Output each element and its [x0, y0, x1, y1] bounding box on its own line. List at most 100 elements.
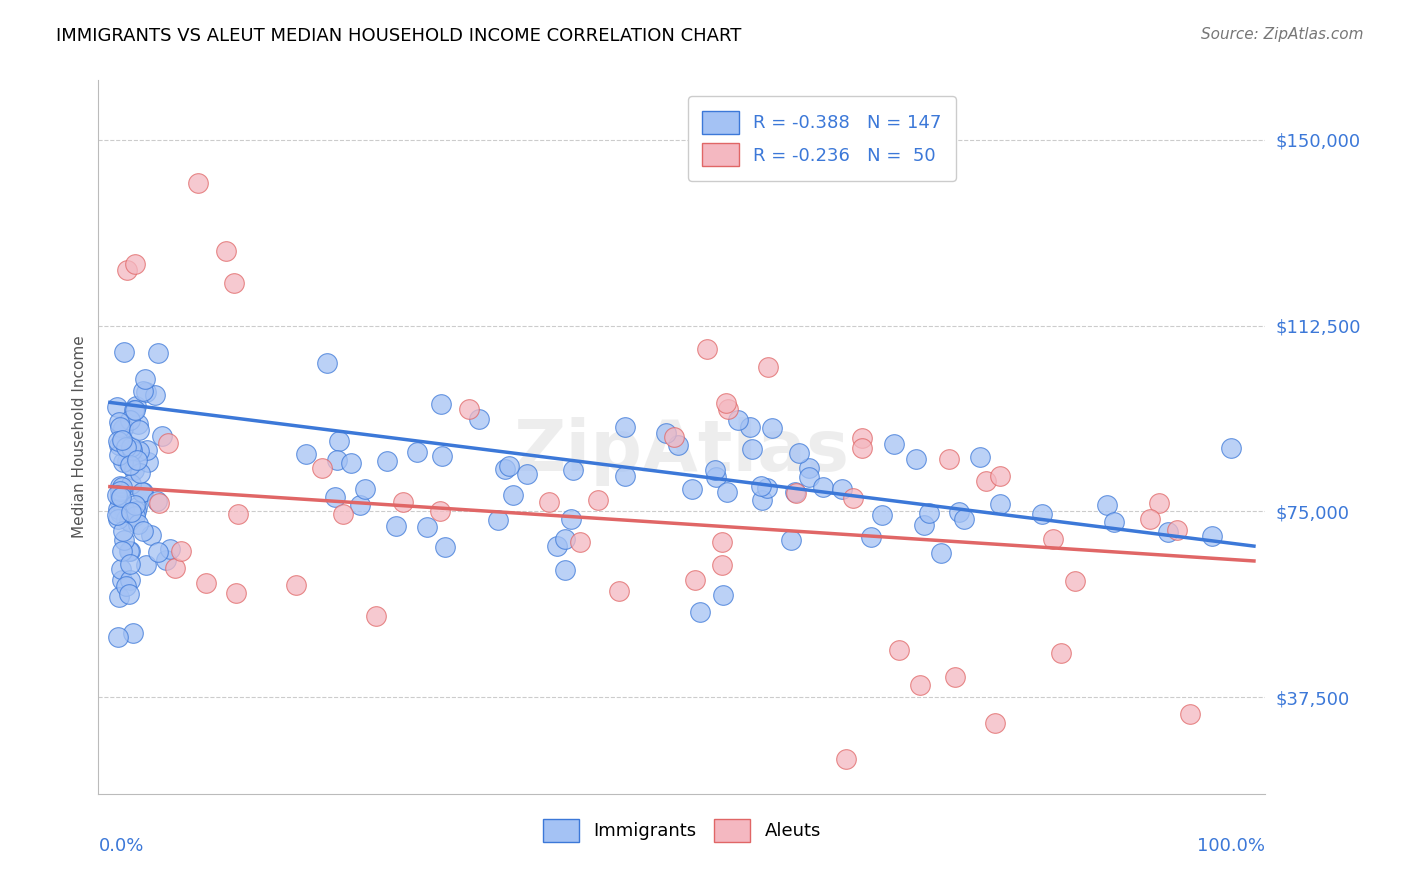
Point [364, 609, 387, 624]
Point [835, 752, 858, 766]
Point [953, 512, 976, 526]
Point [710, 535, 733, 549]
Point [328, 434, 350, 448]
Point [110, 506, 132, 520]
Point [111, 573, 134, 587]
Point [1147, 496, 1170, 510]
Point [121, 442, 143, 457]
Point [122, 463, 145, 477]
Point [111, 524, 134, 539]
Point [316, 356, 339, 370]
Point [108, 489, 131, 503]
Point [756, 360, 779, 375]
Point [111, 424, 134, 438]
Point [494, 462, 516, 476]
Point [689, 605, 711, 619]
Point [332, 507, 354, 521]
Point [228, 507, 250, 521]
Text: ZipAtlas: ZipAtlas [515, 417, 849, 486]
Point [136, 454, 159, 468]
Point [761, 421, 783, 435]
Point [607, 584, 630, 599]
Point [666, 438, 689, 452]
Point [406, 445, 429, 459]
Point [1102, 515, 1125, 529]
Point [468, 411, 491, 425]
Point [284, 578, 307, 592]
Point [108, 479, 131, 493]
Point [339, 456, 361, 470]
Point [785, 486, 807, 500]
Point [416, 520, 439, 534]
Point [682, 482, 704, 496]
Point [704, 470, 727, 484]
Point [107, 630, 129, 644]
Point [1201, 529, 1223, 543]
Point [115, 579, 138, 593]
Text: 0.0%: 0.0% [98, 837, 143, 855]
Point [905, 452, 928, 467]
Point [107, 512, 129, 526]
Point [111, 480, 134, 494]
Point [146, 346, 169, 360]
Point [194, 576, 217, 591]
Point [741, 442, 763, 457]
Point [105, 488, 128, 502]
Point [120, 504, 142, 518]
Point [430, 449, 453, 463]
Point [110, 544, 132, 558]
Point [716, 396, 738, 410]
Y-axis label: Median Household Income: Median Household Income [72, 335, 87, 539]
Point [1042, 533, 1064, 547]
Point [943, 670, 966, 684]
Point [433, 540, 456, 554]
Point [127, 500, 149, 514]
Point [134, 371, 156, 385]
Point [887, 643, 910, 657]
Point [457, 401, 479, 416]
Point [929, 546, 952, 560]
Point [135, 384, 157, 399]
Point [118, 587, 141, 601]
Point [841, 491, 863, 506]
Point [1095, 498, 1118, 512]
Point [120, 440, 142, 454]
Point [1031, 508, 1053, 522]
Point [112, 533, 135, 548]
Point [118, 544, 141, 558]
Point [696, 343, 718, 357]
Point [131, 484, 153, 499]
Point [938, 452, 960, 467]
Point [107, 501, 129, 516]
Point [128, 444, 150, 458]
Point [112, 344, 135, 359]
Point [115, 440, 138, 454]
Point [797, 461, 820, 475]
Point [554, 563, 576, 577]
Point [716, 484, 738, 499]
Point [683, 573, 706, 587]
Point [831, 483, 853, 497]
Point [148, 496, 170, 510]
Point [727, 413, 749, 427]
Point [354, 483, 377, 497]
Point [131, 524, 153, 538]
Point [108, 448, 131, 462]
Point [586, 493, 609, 508]
Point [165, 561, 187, 575]
Point [121, 626, 143, 640]
Point [613, 469, 636, 483]
Point [740, 419, 762, 434]
Point [122, 403, 145, 417]
Point [704, 462, 727, 476]
Point [225, 585, 247, 599]
Point [108, 420, 131, 434]
Point [756, 481, 779, 495]
Text: Source: ZipAtlas.com: Source: ZipAtlas.com [1201, 27, 1364, 42]
Point [311, 460, 333, 475]
Point [108, 415, 131, 429]
Point [349, 499, 371, 513]
Point [125, 453, 148, 467]
Point [131, 485, 153, 500]
Point [554, 532, 576, 546]
